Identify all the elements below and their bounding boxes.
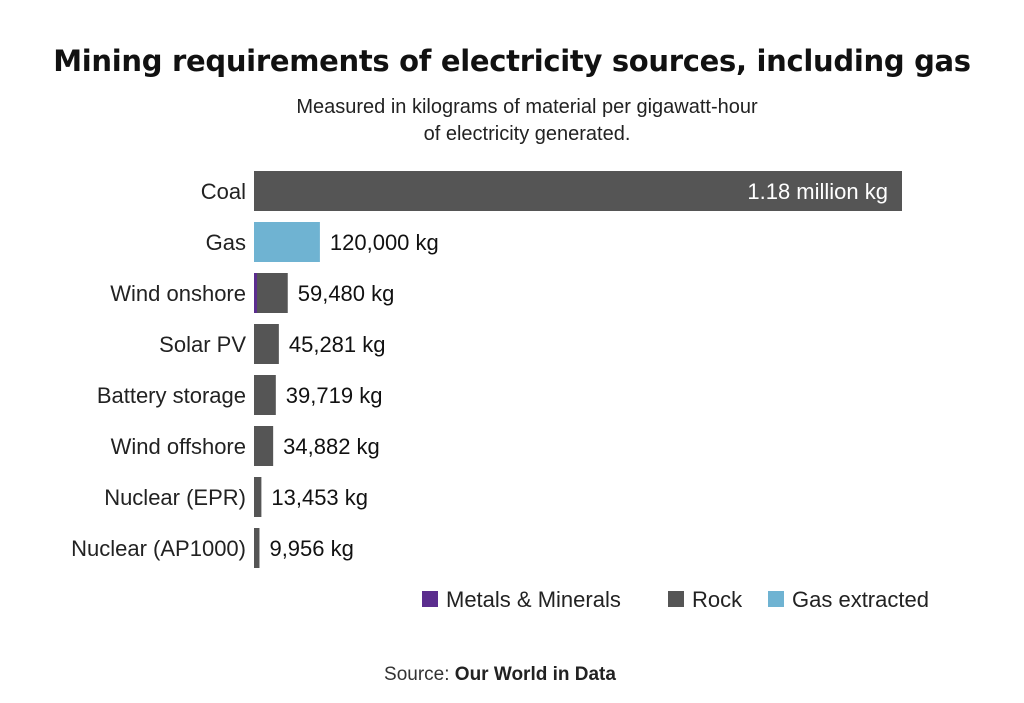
legend-label: Gas extracted bbox=[792, 587, 929, 612]
category-label: Nuclear (AP1000) bbox=[71, 536, 246, 561]
chart-title: Mining requirements of electricity sourc… bbox=[53, 44, 971, 78]
legend-label: Metals & Minerals bbox=[446, 587, 621, 612]
category-label: Wind onshore bbox=[110, 281, 246, 306]
data-label: 59,480 kg bbox=[298, 281, 395, 306]
bar-segment bbox=[254, 426, 274, 466]
category-label: Nuclear (EPR) bbox=[104, 485, 246, 510]
category-label: Coal bbox=[201, 179, 246, 204]
data-label: 39,719 kg bbox=[286, 383, 383, 408]
legend-label: Rock bbox=[692, 587, 743, 612]
data-label: 9,956 kg bbox=[269, 536, 353, 561]
bar-segment bbox=[254, 171, 902, 211]
data-label: 45,281 kg bbox=[289, 332, 386, 357]
source-prefix: Source: bbox=[384, 664, 455, 685]
legend-swatch bbox=[422, 591, 438, 607]
bar-segment bbox=[254, 273, 257, 313]
legend-swatch bbox=[768, 591, 784, 607]
bars-layer: Coal 1.18 million kg Gas 120,000 kg Wind ons… bbox=[71, 171, 902, 568]
bar-segment bbox=[254, 375, 276, 415]
source-name: Our World in Data bbox=[454, 664, 616, 685]
category-label: Solar PV bbox=[159, 332, 246, 357]
category-label: Battery storage bbox=[97, 383, 246, 408]
data-label: 120,000 kg bbox=[330, 230, 439, 255]
chart-subtitle-line2: of electricity generated. bbox=[423, 123, 631, 145]
category-label: Gas bbox=[206, 230, 246, 255]
legend-swatch bbox=[668, 591, 684, 607]
data-label: 1.18 million kg bbox=[747, 179, 888, 204]
data-label: 34,882 kg bbox=[283, 434, 380, 459]
bar-segment bbox=[254, 528, 260, 568]
chart-subtitle-line1: Measured in kilograms of material per gi… bbox=[296, 96, 758, 118]
bar-segment bbox=[257, 273, 288, 313]
data-label: 13,453 kg bbox=[271, 485, 368, 510]
bar-segment bbox=[254, 222, 320, 262]
bar-segment bbox=[254, 477, 262, 517]
legend: Metals & Minerals Rock Gas extracted bbox=[422, 587, 929, 612]
category-label: Wind offshore bbox=[111, 434, 246, 459]
source-note: Source: Our World in Data bbox=[0, 664, 1000, 686]
bar-segment bbox=[254, 324, 279, 364]
